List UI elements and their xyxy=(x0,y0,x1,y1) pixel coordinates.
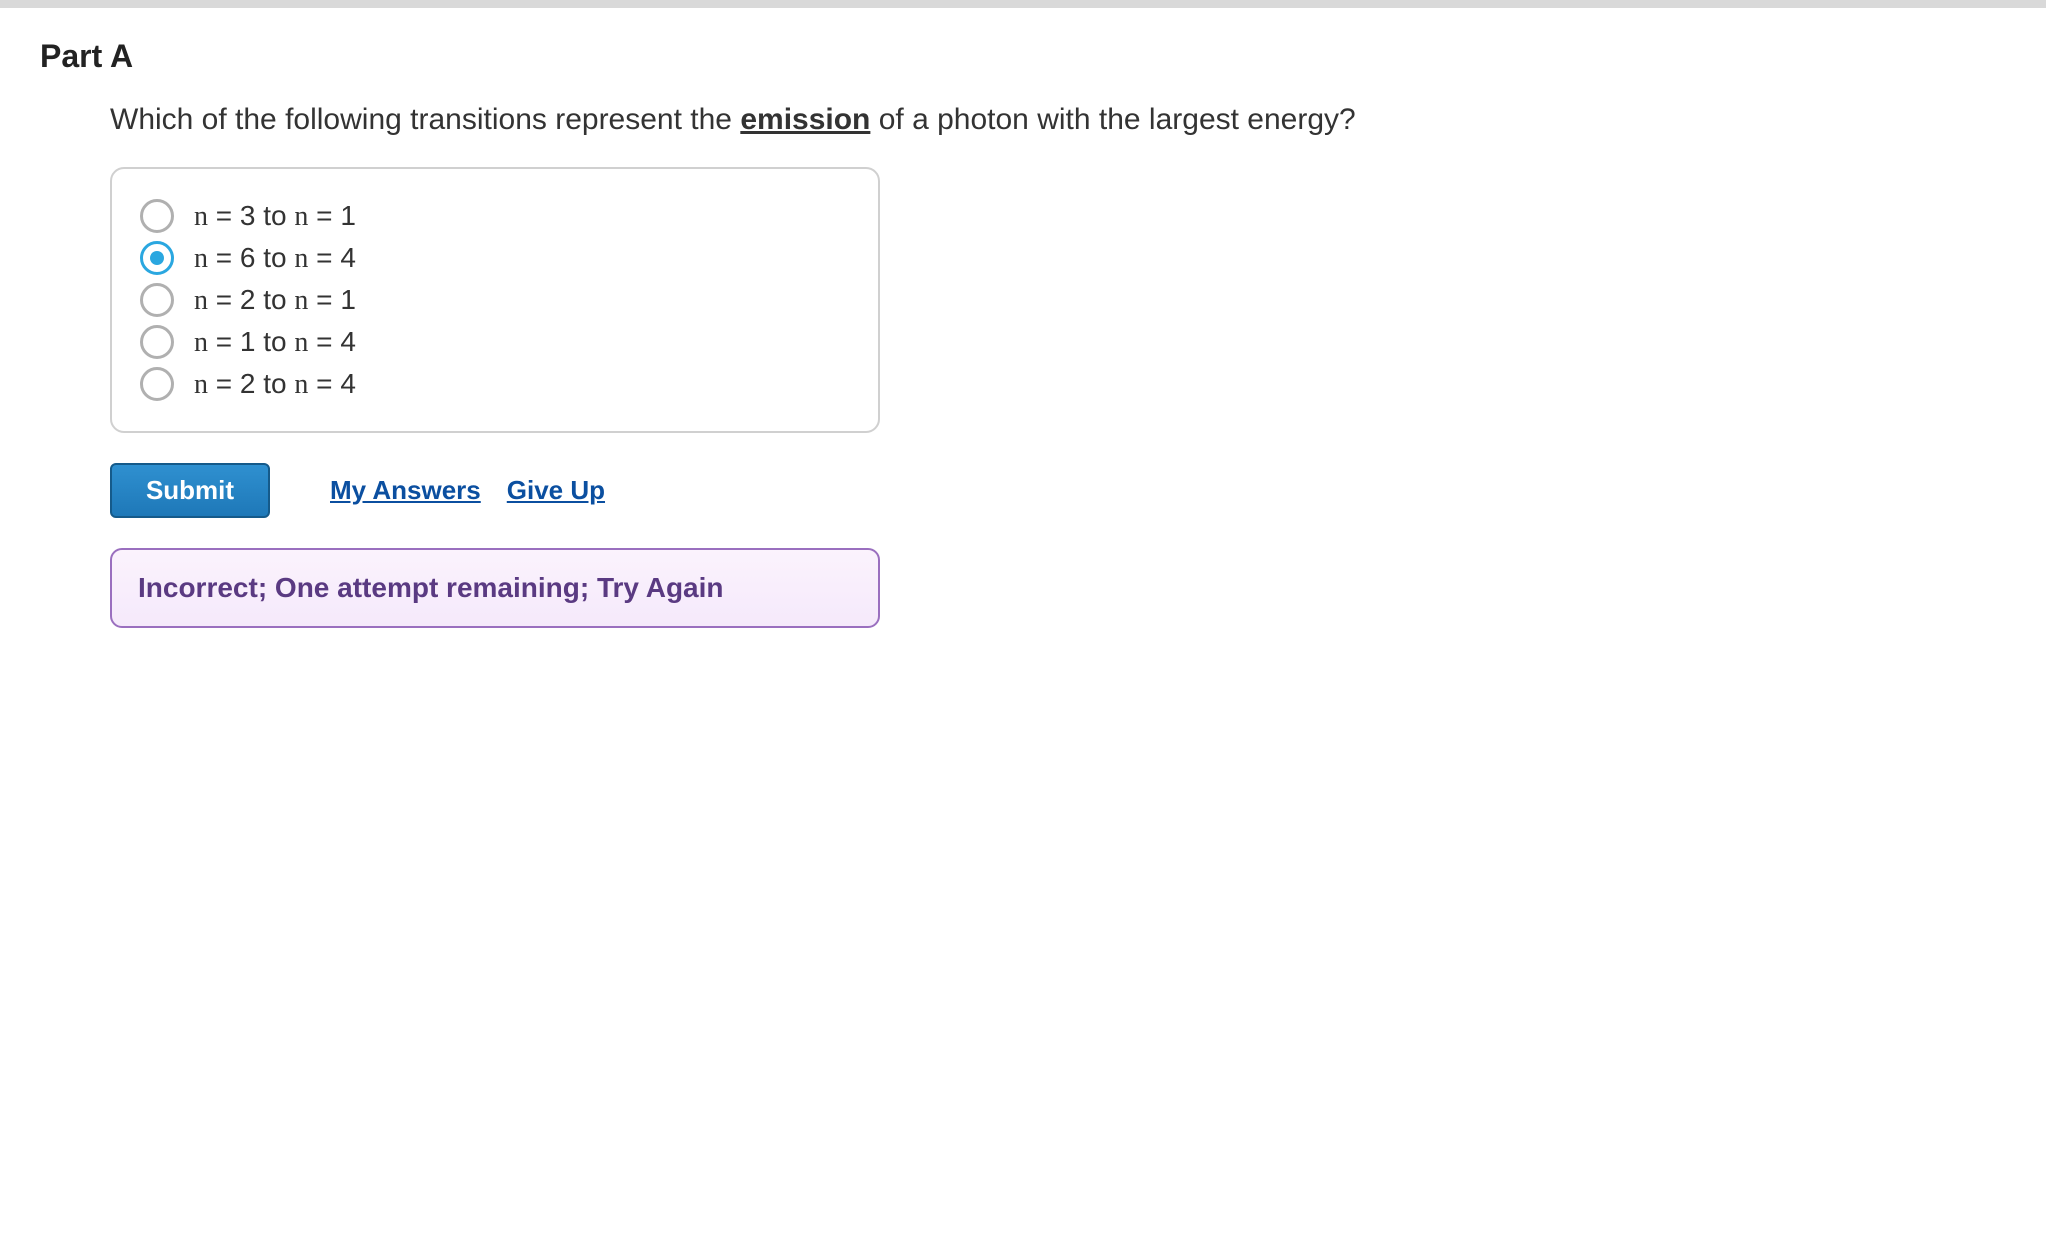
my-answers-link[interactable]: My Answers xyxy=(330,475,481,506)
question-text: Which of the following transitions repre… xyxy=(110,103,2046,137)
feedback-box: Incorrect; One attempt remaining; Try Ag… xyxy=(110,548,880,628)
choice-label: n = 6 to n = 4 xyxy=(194,242,356,275)
choice-label: n = 2 to n = 4 xyxy=(194,368,356,401)
radio-icon[interactable] xyxy=(140,283,174,317)
top-divider xyxy=(0,0,2046,8)
choice-option[interactable]: n = 2 to n = 4 xyxy=(140,367,850,401)
choices-box: n = 3 to n = 1 n = 6 to n = 4 n = 2 to n =… xyxy=(110,167,880,433)
submit-button[interactable]: Submit xyxy=(110,463,270,518)
radio-icon[interactable] xyxy=(140,199,174,233)
part-heading: Part A xyxy=(40,38,2046,75)
give-up-link[interactable]: Give Up xyxy=(507,475,605,506)
link-group: My Answers Give Up xyxy=(330,475,605,506)
radio-dot-icon xyxy=(150,251,164,265)
choice-option[interactable]: n = 1 to n = 4 xyxy=(140,325,850,359)
choice-option[interactable]: n = 2 to n = 1 xyxy=(140,283,850,317)
choice-option[interactable]: n = 6 to n = 4 xyxy=(140,241,850,275)
choice-label: n = 3 to n = 1 xyxy=(194,200,356,233)
page-container: Part A Which of the following transition… xyxy=(0,0,2046,628)
radio-icon[interactable] xyxy=(140,367,174,401)
choice-label: n = 1 to n = 4 xyxy=(194,326,356,359)
question-emphasis: emission xyxy=(740,103,870,136)
radio-icon[interactable] xyxy=(140,325,174,359)
actions-row: Submit My Answers Give Up xyxy=(110,463,2046,518)
radio-icon[interactable] xyxy=(140,241,174,275)
question-suffix: of a photon with the largest energy? xyxy=(870,103,1355,136)
feedback-text: Incorrect; One attempt remaining; Try Ag… xyxy=(138,572,724,603)
choice-label: n = 2 to n = 1 xyxy=(194,284,356,317)
choice-option[interactable]: n = 3 to n = 1 xyxy=(140,199,850,233)
question-prefix: Which of the following transitions repre… xyxy=(110,103,740,136)
